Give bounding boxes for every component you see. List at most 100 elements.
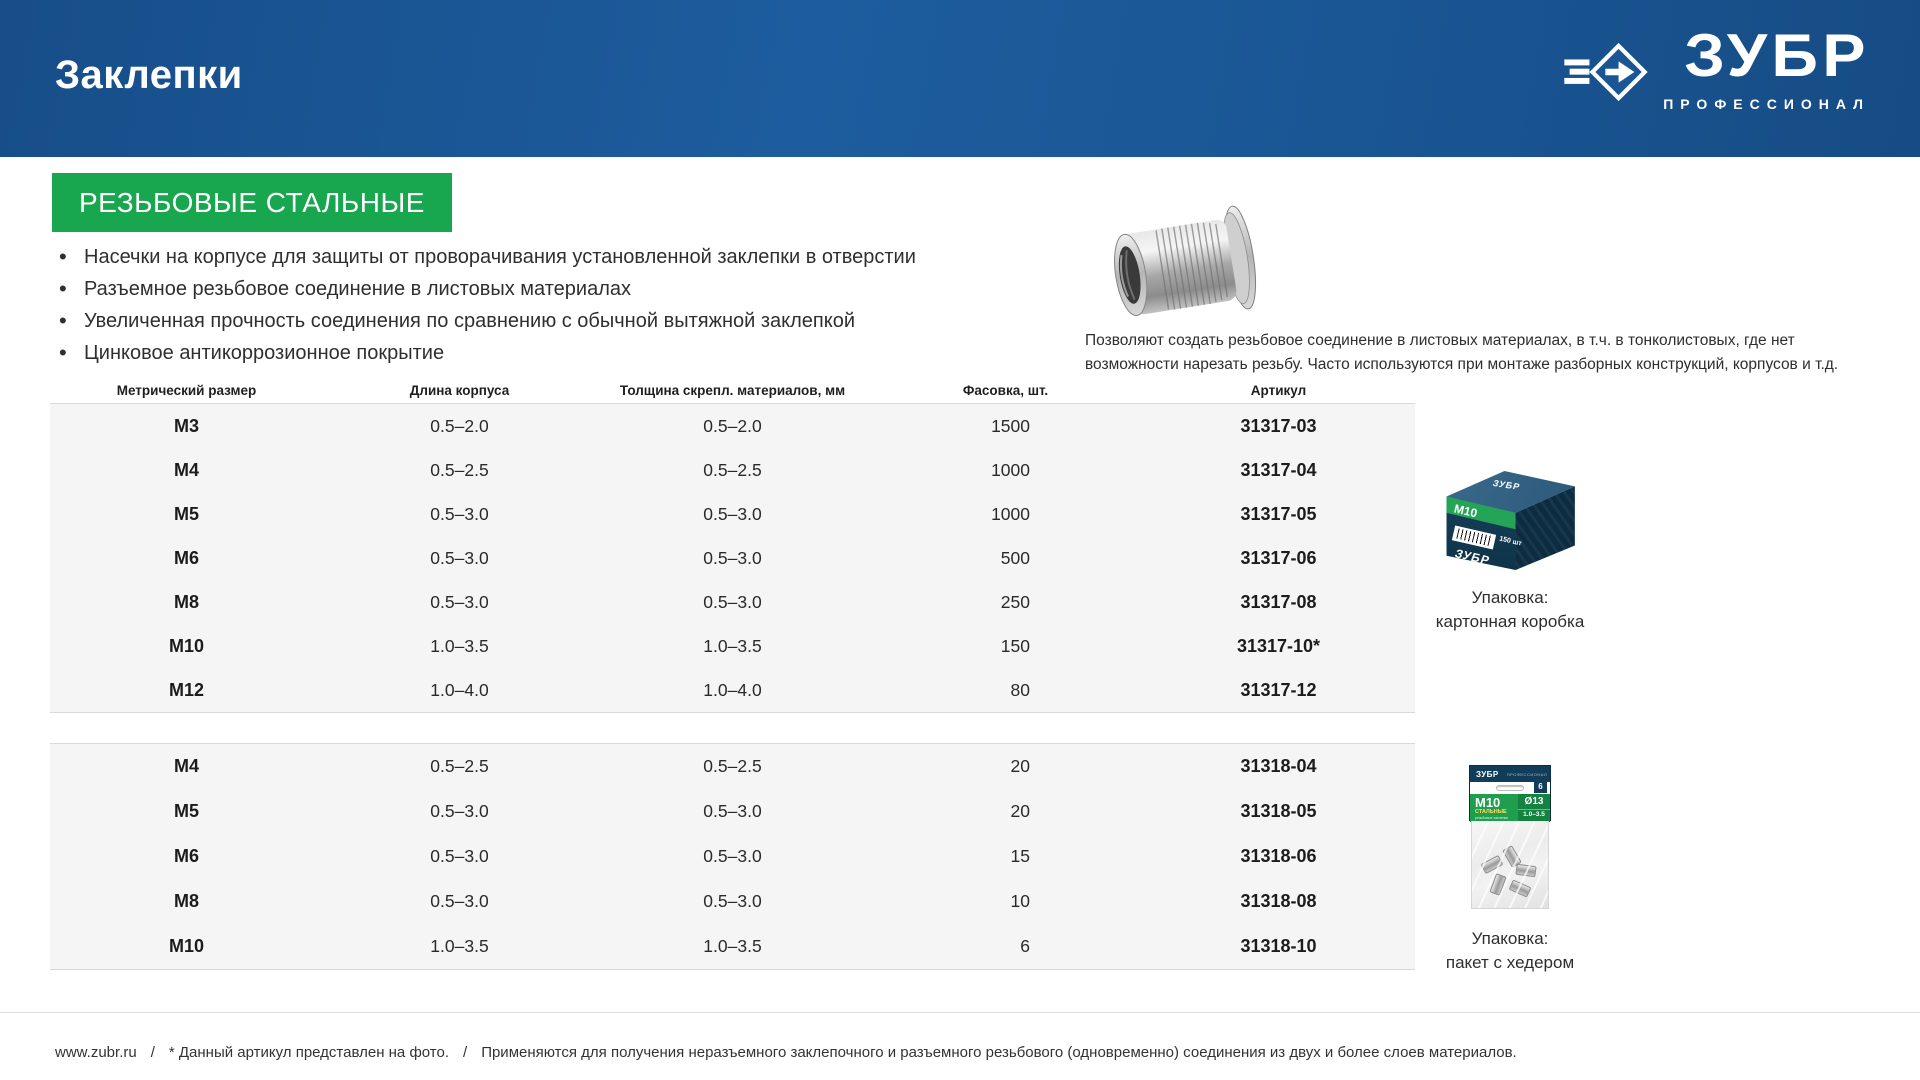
table-cell-article: 31318-04 bbox=[1240, 756, 1317, 776]
bag-spec-panel: Ø13 1.0–3.5 bbox=[1518, 794, 1550, 822]
table-row: M8 0.5–3.0 0.5–3.0 250 31317-08 bbox=[50, 580, 1415, 624]
bag-sub-label: резьбовые заклепки bbox=[1475, 816, 1508, 820]
table-cell-body-length: 0.5–3.0 bbox=[430, 503, 489, 524]
brand-name: ЗУБР bbox=[1684, 22, 1870, 89]
carton-box-photo: ЗУБР M10 150 шт ЗУБР bbox=[1441, 468, 1579, 570]
table-cell-size: M4 bbox=[173, 459, 199, 480]
feature-item: Увеличенная прочность соединения по срав… bbox=[57, 310, 916, 332]
column-header-body-length: Длина корпуса bbox=[409, 383, 510, 398]
zubr-arrow-icon bbox=[1564, 42, 1648, 102]
caption-line: Упаковка: bbox=[1471, 929, 1549, 948]
table-row: M4 0.5–2.5 0.5–2.5 1000 31317-04 bbox=[50, 448, 1415, 492]
rivet-nut-in-bag bbox=[1515, 863, 1537, 878]
table-cell-size: M4 bbox=[173, 756, 199, 776]
table-row: M12 1.0–4.0 1.0–4.0 80 31317-12 bbox=[50, 668, 1415, 712]
bag-topbar: ЗУБР ПРОФЕССИОНАЛ bbox=[1470, 766, 1550, 782]
description-line: Позволяют создать резьбовое соединение в… bbox=[1085, 332, 1795, 349]
table-cell-body-length: 0.5–2.0 bbox=[430, 415, 489, 436]
table-row: M6 0.5–3.0 0.5–3.0 500 31317-06 bbox=[50, 536, 1415, 580]
table-cell-pack-qty: 250 bbox=[1000, 591, 1030, 612]
table-cell-size: M5 bbox=[173, 503, 199, 524]
table-cell-material-thickness: 1.0–4.0 bbox=[703, 679, 762, 700]
table-row: M3 0.5–2.0 0.5–2.0 1500 31317-03 bbox=[50, 404, 1415, 448]
table-cell-pack-qty: 6 bbox=[1020, 936, 1030, 956]
table-cell-material-thickness: 0.5–3.0 bbox=[703, 547, 762, 568]
rivet-nut-in-bag bbox=[1502, 845, 1522, 868]
table-cell-size: M10 bbox=[168, 936, 204, 956]
table-cell-article: 31317-05 bbox=[1240, 503, 1317, 524]
top-banner: Заклепки ЗУБР ПРОФЕССИОНАЛ bbox=[0, 0, 1920, 157]
bag-hang-row: 6 bbox=[1470, 780, 1550, 794]
header-bag-photo: ЗУБР ПРОФЕССИОНАЛ 6 M10 СТАЛЬНЫЕ резьбов… bbox=[1469, 765, 1551, 911]
brand-wordmark: ЗУБР ПРОФЕССИОНАЛ bbox=[1663, 22, 1870, 113]
page-title: Заклепки bbox=[55, 53, 243, 97]
table-cell-body-length: 0.5–3.0 bbox=[430, 591, 489, 612]
table-cell-article: 31318-08 bbox=[1240, 891, 1317, 911]
column-header-article: Артикул bbox=[1250, 383, 1307, 398]
table-cell-article: 31317-03 bbox=[1240, 415, 1317, 436]
table-cell-material-thickness: 1.0–3.5 bbox=[703, 635, 762, 656]
table-cell-pack-qty: 15 bbox=[1010, 846, 1030, 866]
table-cell-article: 31317-10* bbox=[1236, 635, 1321, 656]
bag-type-label: СТАЛЬНЫЕ bbox=[1475, 809, 1507, 815]
table-cell-size: M6 bbox=[173, 846, 199, 866]
feature-item: Насечки на корпусе для защиты от провора… bbox=[57, 246, 916, 268]
table-cell-pack-qty: 10 bbox=[1010, 891, 1030, 911]
footer-divider bbox=[0, 1012, 1920, 1013]
bag-size-panel: M10 СТАЛЬНЫЕ резьбовые заклепки bbox=[1470, 794, 1518, 822]
table-cell-pack-qty: 150 bbox=[1000, 635, 1030, 656]
bag-diameter-label: Ø13 bbox=[1524, 796, 1544, 807]
brand-tagline: ПРОФЕССИОНАЛ bbox=[1663, 96, 1870, 112]
table-cell-article: 31318-10 bbox=[1240, 936, 1317, 956]
table-cell-size: M5 bbox=[173, 801, 199, 821]
table-row: M5 0.5–3.0 0.5–3.0 1000 31317-05 bbox=[50, 492, 1415, 536]
table-cell-material-thickness: 0.5–2.5 bbox=[703, 756, 762, 776]
table-row: M10 1.0–3.5 1.0–3.5 150 31317-10* bbox=[50, 624, 1415, 668]
brand-logo: ЗУБР ПРОФЕССИОНАЛ bbox=[1563, 24, 1870, 118]
site-url-link[interactable]: www.zubr.ru bbox=[55, 1044, 137, 1061]
table-cell-article: 31317-04 bbox=[1240, 459, 1317, 480]
table-cell-size: M8 bbox=[173, 891, 199, 911]
column-header-size: Метрический размер bbox=[116, 383, 257, 398]
bag-label-row: M10 СТАЛЬНЫЕ резьбовые заклепки Ø13 1.0–… bbox=[1470, 794, 1550, 822]
table-row: M5 0.5–3.0 0.5–3.0 20 31318-05 bbox=[50, 789, 1415, 834]
footer-separator: / bbox=[463, 1044, 468, 1061]
table-cell-body-length: 0.5–3.0 bbox=[430, 801, 489, 821]
table-cell-article: 31317-08 bbox=[1240, 591, 1317, 612]
bag-size-label: M10 bbox=[1475, 795, 1501, 810]
table-cell-material-thickness: 1.0–3.5 bbox=[703, 936, 762, 956]
catalog-table: Метрический размер Длина корпуса Толщина… bbox=[50, 378, 1415, 970]
table-cell-pack-qty: 20 bbox=[1010, 756, 1030, 776]
table-cell-body-length: 0.5–2.5 bbox=[430, 459, 489, 480]
table-cell-pack-qty: 20 bbox=[1010, 801, 1030, 821]
table-cell-material-thickness: 0.5–2.5 bbox=[703, 459, 762, 480]
table-cell-article: 31318-06 bbox=[1240, 846, 1317, 866]
bag-qty-badge: 6 bbox=[1534, 780, 1547, 793]
table-cell-material-thickness: 0.5–3.0 bbox=[703, 591, 762, 612]
table-cell-size: M3 bbox=[173, 415, 199, 436]
bag-tagline: ПРОФЕССИОНАЛ bbox=[1506, 771, 1548, 777]
bag-header-card: ЗУБР ПРОФЕССИОНАЛ 6 M10 СТАЛЬНЫЕ резьбов… bbox=[1469, 765, 1551, 822]
table-cell-body-length: 1.0–3.5 bbox=[430, 635, 489, 656]
rivet-nut-photo bbox=[1114, 205, 1257, 316]
packaging-carton: ЗУБР M10 150 шт ЗУБР Упаковка: картонная… bbox=[1410, 468, 1610, 634]
bag-hang-slot bbox=[1496, 785, 1524, 791]
table-cell-material-thickness: 0.5–3.0 bbox=[703, 801, 762, 821]
table-group-bag: M4 0.5–2.5 0.5–2.5 20 31318-04 M5 0.5–3.0 0.5–3… bbox=[50, 743, 1415, 970]
table-cell-pack-qty: 80 bbox=[1010, 679, 1030, 700]
table-cell-body-length: 0.5–3.0 bbox=[430, 846, 489, 866]
table-row: M4 0.5–2.5 0.5–2.5 20 31318-04 bbox=[50, 744, 1415, 789]
table-group-gap bbox=[50, 713, 1415, 743]
table-cell-size: M10 bbox=[168, 635, 204, 656]
feature-item: Цинковое антикоррозионное покрытие bbox=[57, 342, 916, 364]
table-row: M10 1.0–3.5 1.0–3.5 6 31318-10 bbox=[50, 924, 1415, 969]
table-header-row: Метрический размер Длина корпуса Толщина… bbox=[50, 378, 1415, 403]
table-cell-body-length: 1.0–3.5 bbox=[430, 936, 489, 956]
feature-item: Разъемное резьбовое соединение в листовы… bbox=[57, 278, 916, 300]
product-description: Позволяют создать резьбовое соединение в… bbox=[1085, 329, 1885, 377]
table-cell-material-thickness: 0.5–3.0 bbox=[703, 891, 762, 911]
caption-line: Упаковка: bbox=[1471, 588, 1549, 607]
table-cell-body-length: 0.5–2.5 bbox=[430, 756, 489, 776]
table-cell-material-thickness: 0.5–3.0 bbox=[703, 503, 762, 524]
